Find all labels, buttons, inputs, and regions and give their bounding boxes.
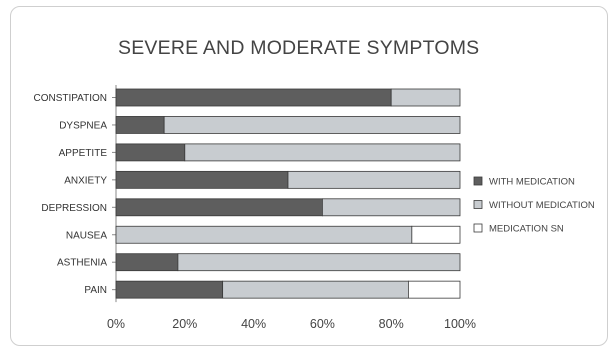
legend-label-without-medication: WITHOUT MEDICATION <box>489 200 595 211</box>
bar-with-medication-pain <box>115 280 224 299</box>
bar-with-medication-appetite <box>115 143 186 162</box>
legend-label-with-medication: WITH MEDICATION <box>489 177 575 188</box>
y-tick-label: CONSTIPATION <box>33 93 107 104</box>
bar-with-medication-anxiety <box>115 170 289 189</box>
x-tick-label: 20% <box>172 317 197 331</box>
y-tick-label: DEPRESSION <box>41 203 107 214</box>
x-tick-label: 80% <box>379 317 404 331</box>
x-tick-label: 60% <box>310 317 335 331</box>
bar-without-medication-pain <box>222 280 409 299</box>
bar-medication-sn-nausea <box>411 225 461 244</box>
bar-without-medication-asthenia <box>177 253 461 272</box>
legend-swatch-with-medication <box>473 176 483 186</box>
bar-with-medication-constipation <box>115 88 392 107</box>
bar-without-medication-appetite <box>184 143 461 162</box>
bar-with-medication-asthenia <box>115 253 179 272</box>
bar-with-medication-depression <box>115 198 323 217</box>
y-tick-label: APPETITE <box>59 148 108 159</box>
x-tick-label: 40% <box>241 317 266 331</box>
x-tick-label: 0% <box>107 317 125 331</box>
y-tick-label: ASTHENIA <box>57 258 107 269</box>
legend-swatch-without-medication <box>473 200 483 209</box>
stacked-bar-chart: CONSTIPATION DYSPNEA APPETITE ANXIETY DEPRES… <box>33 85 595 331</box>
bar-without-medication-nausea <box>115 225 413 244</box>
bar-medication-sn-pain <box>407 280 461 299</box>
bar-without-medication-anxiety <box>287 170 461 189</box>
bar-without-medication-dyspnea <box>163 116 461 134</box>
bar-without-medication-constipation <box>390 88 461 107</box>
bar-without-medication-depression <box>321 198 461 217</box>
y-tick-label: DYSPNEA <box>59 120 107 131</box>
y-tick-label: PAIN <box>84 285 107 296</box>
bar-with-medication-dyspnea <box>115 116 165 134</box>
legend-label-medication-sn: MEDICATION SN <box>489 224 564 235</box>
x-tick-label: 100% <box>444 317 476 331</box>
legend-swatch-medication-sn <box>473 223 483 233</box>
y-tick-label: NAUSEA <box>66 230 107 241</box>
y-tick-label: ANXIETY <box>64 175 107 186</box>
chart-title: SEVERE AND MODERATE SYMPTOMS <box>118 37 480 59</box>
